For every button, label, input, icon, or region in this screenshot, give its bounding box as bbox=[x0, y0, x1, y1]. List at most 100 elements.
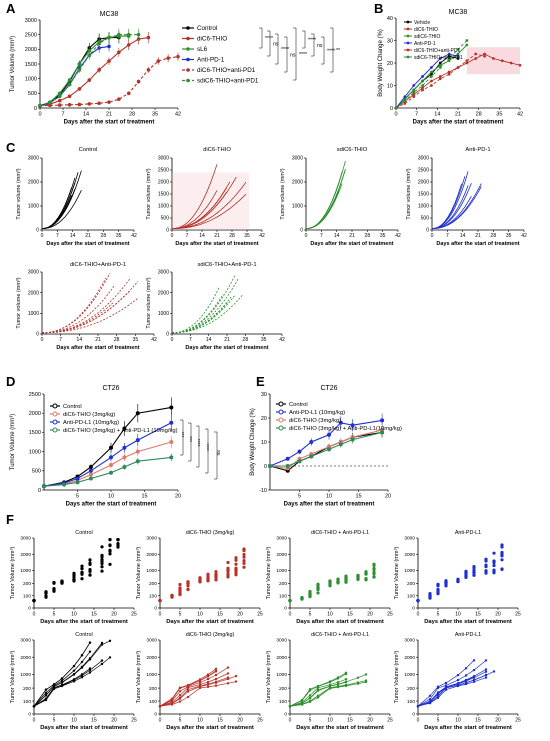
legend-label: Anti-PD-L1 (10mg/kg) bbox=[63, 420, 119, 426]
panel-e-y-tick-label: -10 bbox=[259, 488, 267, 494]
panel-c-0-x-tick-label: 14 bbox=[70, 233, 76, 239]
panel-f-point bbox=[356, 681, 360, 684]
panel-f-point bbox=[492, 563, 496, 568]
panel-f-point bbox=[364, 679, 368, 682]
panel-d-significance: ****** ********ns bbox=[180, 419, 222, 480]
panel-f-point bbox=[170, 697, 174, 700]
panel-f-point bbox=[170, 594, 174, 598]
panel-f-point bbox=[60, 580, 64, 584]
panel-f-point bbox=[72, 664, 76, 668]
panel-c-replicate-curve bbox=[171, 295, 236, 334]
legend-label: diC6-THIO (3mg/kg) bbox=[63, 412, 115, 418]
panel-f-4: 0 5 10 15 20 25 0 100 200 1000 2000 3000 Days after … bbox=[10, 632, 137, 731]
panel-f-point bbox=[100, 662, 104, 666]
panel-d-3-point bbox=[135, 459, 140, 464]
panel-b-y-axis-label: Body Weight Change (%) bbox=[378, 29, 384, 97]
panel-c-4-y-axis-label: Tumor volume (mm³) bbox=[16, 277, 22, 328]
panel-e-3-point bbox=[285, 464, 290, 468]
panel-b-5-point bbox=[403, 99, 407, 103]
panel-f-point bbox=[372, 563, 376, 568]
panel-f-point bbox=[344, 577, 348, 581]
panel-f-point bbox=[206, 572, 210, 576]
panel-f-point bbox=[234, 556, 238, 560]
panel-c-5-x-tick-label: 42 bbox=[279, 337, 285, 343]
panel-d-1-series bbox=[42, 436, 174, 489]
panel-f-x-axis-label: Days after the start of treatment bbox=[40, 619, 128, 625]
panel-e-x-tick-label: 20 bbox=[385, 494, 391, 500]
panel-f-point bbox=[456, 682, 460, 685]
panel-a-4-point bbox=[136, 79, 141, 84]
significance-label: ns bbox=[317, 43, 323, 49]
panel-f-point bbox=[60, 681, 64, 684]
panel-f-point bbox=[456, 673, 460, 677]
panel-b-4-point bbox=[430, 84, 433, 87]
panel-f-point bbox=[178, 700, 182, 703]
panel-c-0-x-tick-label: 42 bbox=[131, 233, 137, 239]
panel-f-point bbox=[100, 555, 104, 559]
panel-d-0-point bbox=[135, 411, 140, 416]
significance-label: **** bbox=[265, 36, 273, 42]
panel-e-3-point bbox=[297, 459, 302, 464]
panel-b-0-point bbox=[430, 72, 433, 76]
panel-b-2-point bbox=[421, 79, 424, 83]
panel-f-point bbox=[316, 591, 320, 595]
panel-f-point bbox=[472, 680, 476, 683]
significance-bracket bbox=[284, 36, 288, 73]
panel-c-0-y-tick-label: 3000 bbox=[28, 156, 39, 162]
panel-f-x-tick-label: 10 bbox=[455, 612, 461, 618]
panel-f-y-tick-label: 3000 bbox=[20, 638, 31, 644]
panel-f-point bbox=[214, 577, 218, 582]
panel-f-x-tick-label: 10 bbox=[455, 718, 461, 724]
panel-c-5-y-tick-label: 0 bbox=[166, 332, 169, 338]
panel-a-4-point bbox=[67, 102, 72, 107]
panel-c-replicate-curve bbox=[431, 183, 472, 229]
panel-c-replicate-curve bbox=[171, 187, 227, 229]
panel-f-point bbox=[328, 579, 332, 583]
panel-f-point bbox=[416, 599, 420, 603]
panel-f-point bbox=[472, 570, 476, 574]
panel-b-3-point bbox=[421, 75, 424, 78]
panel-f-y-tick-label: 200 bbox=[23, 686, 31, 692]
panel-f-point bbox=[44, 688, 48, 691]
panel-f-point bbox=[436, 590, 440, 594]
panel-a-4-point bbox=[57, 103, 62, 107]
panel-f-y-tick-label: 1000 bbox=[20, 672, 31, 678]
legend-label: Anti-PD-1 bbox=[414, 41, 436, 47]
panel-e-3-point bbox=[268, 464, 272, 468]
panel-c-replicate-curve bbox=[431, 195, 472, 229]
panel-f-point bbox=[242, 552, 246, 557]
panel-c-replicate-curve bbox=[41, 190, 82, 229]
panel-f-point bbox=[456, 678, 460, 682]
panel-c-1-y-tick-label: 500 bbox=[161, 216, 170, 222]
panel-f-point bbox=[308, 699, 312, 703]
panel-c-replicate-curve bbox=[41, 177, 76, 229]
panel-d-3-line bbox=[43, 456, 172, 487]
panel-c-0-x-tick-label: 0 bbox=[41, 233, 44, 239]
panel-c-3-y-axis-label: Tumor volume (mm³) bbox=[406, 168, 412, 219]
panel-f-point bbox=[44, 590, 48, 594]
panel-a-legend: Control diC6-THIO sL6 Anti-PD-1 diC6-THIO+an… bbox=[182, 25, 259, 85]
panel-f-point bbox=[492, 670, 496, 673]
panel-f-y-tick-label: 0 bbox=[154, 606, 157, 612]
panel-a-5-point bbox=[126, 32, 131, 37]
panel-a-1-point bbox=[67, 94, 72, 99]
panel-f-point bbox=[158, 599, 162, 603]
panel-a-2-point bbox=[67, 78, 72, 82]
panel-e-y-tick-label: 30 bbox=[261, 392, 267, 398]
panel-c-replicate-curve bbox=[305, 190, 340, 229]
panel-f-point bbox=[186, 686, 190, 689]
panel-d-1-line bbox=[43, 441, 172, 487]
panel-c-1-x-tick-label: 14 bbox=[199, 233, 205, 239]
panel-d-3-point bbox=[75, 480, 80, 485]
panel-b-1-series bbox=[394, 52, 522, 110]
panel-a-4-point bbox=[107, 100, 111, 104]
panel-f-y-tick-label: 200 bbox=[149, 686, 157, 692]
panel-f-point bbox=[492, 571, 496, 575]
panel-f-3: 0 5 10 15 20 25 0 100 200 1000 2000 3000 Days after … bbox=[394, 530, 521, 625]
panel-a-5-point bbox=[97, 41, 101, 46]
panel-a-x-tick-label: 42 bbox=[175, 112, 181, 118]
panel-c-subplot-title: Anti-PD-1 bbox=[465, 147, 490, 153]
panel-c-subplot-title: diC6-THIO+Anti-PD-1 bbox=[70, 262, 126, 268]
panel-c-replicate-curve bbox=[41, 290, 131, 334]
panel-d-3-point bbox=[122, 464, 127, 469]
